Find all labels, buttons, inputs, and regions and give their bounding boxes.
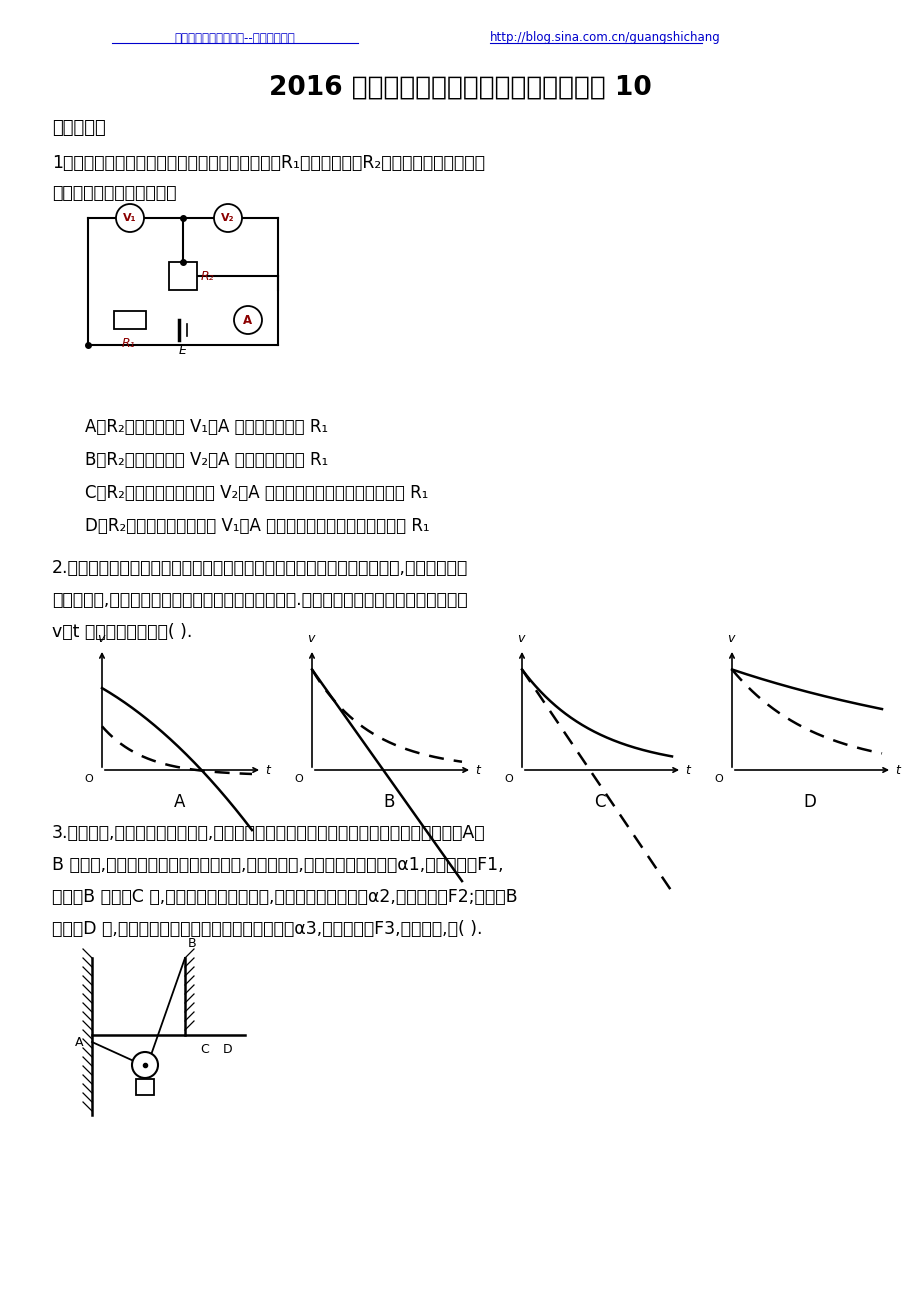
Text: V₂: V₂ <box>221 214 234 223</box>
Text: R₁: R₁ <box>121 337 135 350</box>
Text: 1．如图所示的电路中，所有电表均为理想电表，R₁为定值电阻，R₂为可变电阻，电源内阻: 1．如图所示的电路中，所有电表均为理想电表，R₁为定值电阻，R₂为可变电阻，电源… <box>52 154 484 172</box>
Text: B．R₂不变时，电表 V₂、A 的读数之比等于 R₁: B．R₂不变时，电表 V₂、A 的读数之比等于 R₁ <box>85 450 328 469</box>
Text: E: E <box>179 344 187 357</box>
Text: O: O <box>504 773 513 784</box>
Bar <box>114 311 146 329</box>
Text: 2.马小跳以不同初速度将一粒石子和一块海绵同时竖直向上抛出并开始计时,石子所受空气: 2.马小跳以不同初速度将一粒石子和一块海绵同时竖直向上抛出并开始计时,石子所受空… <box>52 559 468 577</box>
Circle shape <box>116 204 144 232</box>
Text: 2016 高校自主招生物理模拟试题精编训练 10: 2016 高校自主招生物理模拟试题精编训练 10 <box>268 76 651 102</box>
Text: V₁: V₁ <box>123 214 137 223</box>
Text: 端移至D 点,待整个系统平衡时两段绳子间的夹角为α3,绳子张力为F3,不计摩擦,则( ).: 端移至D 点,待整个系统平衡时两段绳子间的夹角为α3,绳子张力为F3,不计摩擦,… <box>52 921 482 937</box>
Text: t: t <box>474 763 480 776</box>
Text: O: O <box>294 773 302 784</box>
Text: v: v <box>516 631 524 644</box>
Text: C．R₂改变一定量时，电表 V₂、A 读数的变化量之比的绝对值等于 R₁: C．R₂改变一定量时，电表 V₂、A 读数的变化量之比的绝对值等于 R₁ <box>85 484 428 503</box>
Text: 将绳子B 端移至C 点,待整个系统达到平衡时,两段绳子间的夹角为α2,绳子张力为F2;将绳子B: 将绳子B 端移至C 点,待整个系统达到平衡时,两段绳子间的夹角为α2,绳子张力为… <box>52 888 517 906</box>
Circle shape <box>233 306 262 335</box>
Text: 阻力可忽略,海绵所受空气阻力大小与物体速率成正比.下列用虚线和实线描述两物体运动的: 阻力可忽略,海绵所受空气阻力大小与物体速率成正比.下列用虚线和实线描述两物体运动… <box>52 591 467 609</box>
Text: C: C <box>593 793 605 811</box>
Text: v－t 图象可能正确的是( ).: v－t 图象可能正确的是( ). <box>52 622 192 641</box>
Text: A: A <box>74 1035 83 1048</box>
Text: 一．选择题: 一．选择题 <box>52 118 106 137</box>
Text: A．R₂不变时，电表 V₁、A 的读数之比等于 R₁: A．R₂不变时，电表 V₁、A 的读数之比等于 R₁ <box>85 418 328 436</box>
Text: 3.如图所示,在一实验探究过程中,马小跳同学将一根不能伸长、柔软的轻绳两端分别系于A、: 3.如图所示,在一实验探究过程中,马小跳同学将一根不能伸长、柔软的轻绳两端分别系… <box>52 824 485 842</box>
Text: A: A <box>174 793 185 811</box>
Text: 高中物理资源下载平台--光世昌的博客: 高中物理资源下载平台--光世昌的博客 <box>175 31 295 44</box>
Text: D: D <box>223 1043 233 1056</box>
Text: t: t <box>685 763 689 776</box>
Text: O: O <box>713 773 722 784</box>
Circle shape <box>131 1052 158 1078</box>
Text: B: B <box>187 937 197 950</box>
Text: t: t <box>894 763 899 776</box>
Text: http://blog.sina.com.cn/guangshichang: http://blog.sina.com.cn/guangshichang <box>490 31 720 44</box>
Text: A: A <box>244 314 253 327</box>
Circle shape <box>214 204 242 232</box>
Text: D: D <box>802 793 815 811</box>
Text: v: v <box>727 631 734 644</box>
Bar <box>169 262 197 290</box>
Bar <box>136 1079 153 1095</box>
Text: B 两点上,一物体用动滑轮悬挂在绳子上,达到平衡时,两段绳子间的夹角为α1,绳子张力为F1,: B 两点上,一物体用动滑轮悬挂在绳子上,达到平衡时,两段绳子间的夹角为α1,绳子… <box>52 855 503 874</box>
Text: 不计，则下列说法正确的是: 不计，则下列说法正确的是 <box>52 184 176 202</box>
Text: O: O <box>85 773 93 784</box>
Text: C: C <box>200 1043 210 1056</box>
Text: t: t <box>265 763 269 776</box>
Text: R₂: R₂ <box>200 270 214 283</box>
Text: v: v <box>97 631 105 644</box>
Text: D．R₂改变一定量时，电表 V₁、A 读数的变化量之比的绝对值等于 R₁: D．R₂改变一定量时，电表 V₁、A 读数的变化量之比的绝对值等于 R₁ <box>85 517 429 535</box>
Text: v: v <box>307 631 314 644</box>
Text: B: B <box>383 793 395 811</box>
